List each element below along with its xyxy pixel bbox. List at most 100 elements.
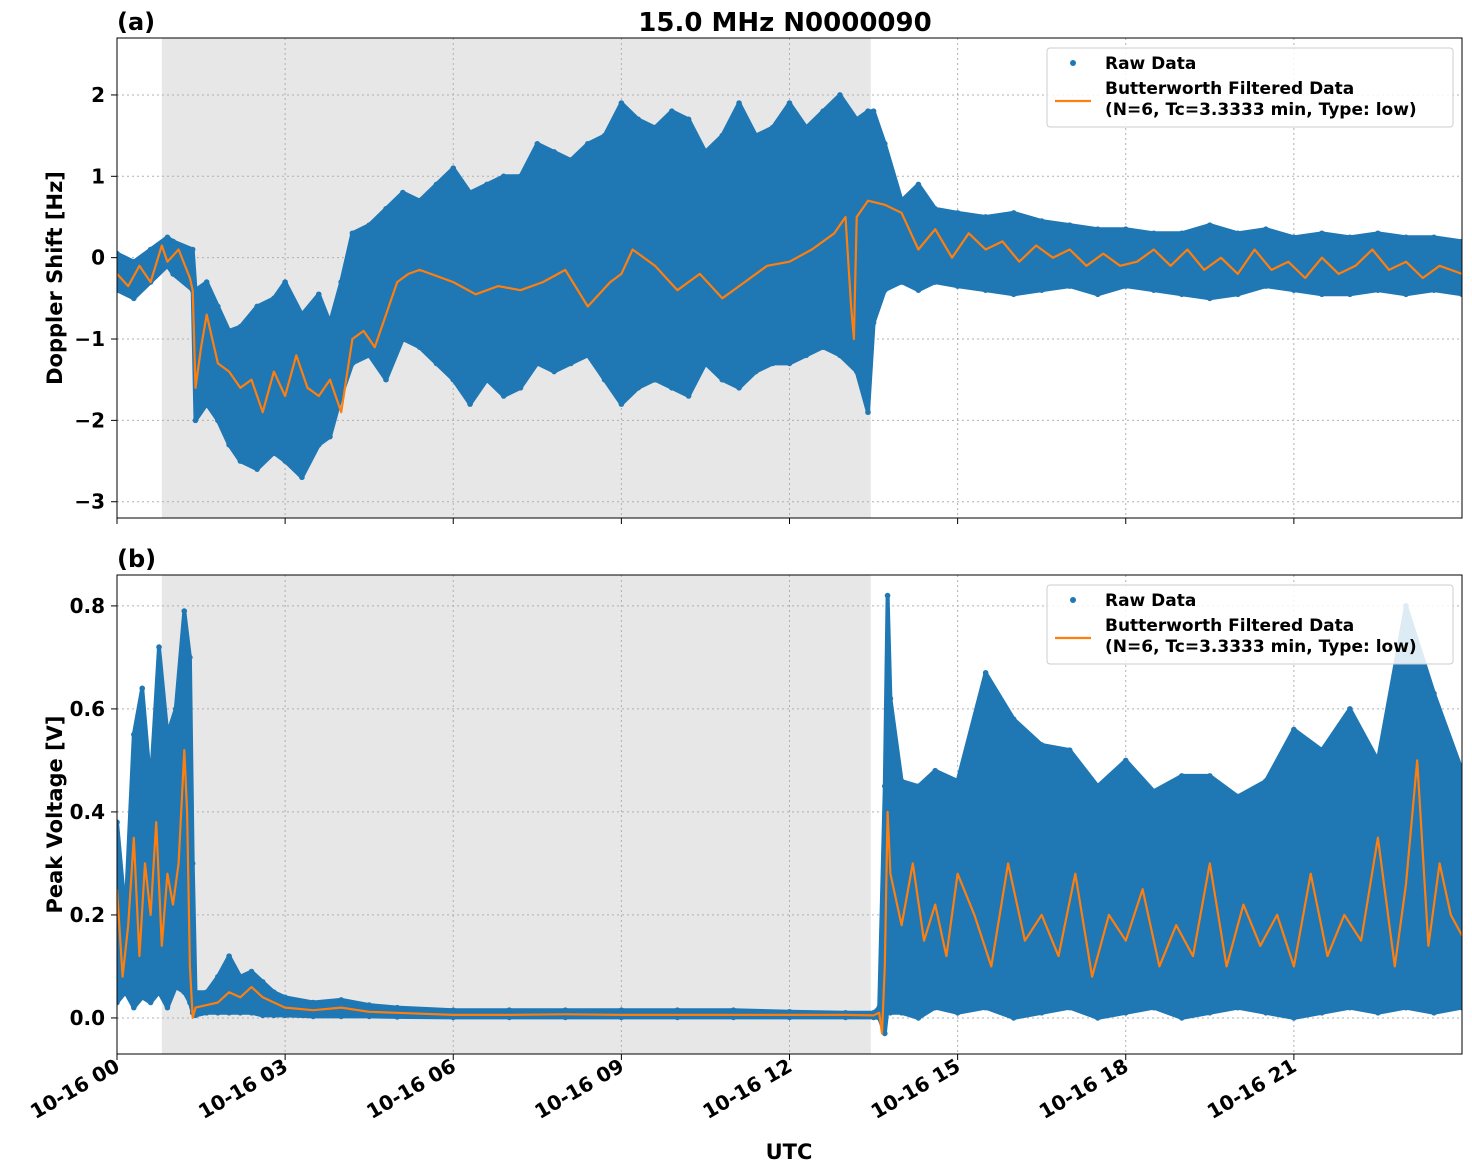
raw-data-point bbox=[887, 1009, 894, 1016]
raw-data-point bbox=[1066, 283, 1073, 289]
raw-data-point bbox=[954, 1009, 961, 1016]
raw-data-point bbox=[394, 1014, 401, 1020]
raw-data-point bbox=[652, 124, 658, 131]
legend-raw-label: Raw Data bbox=[1105, 54, 1196, 74]
raw-data-point bbox=[1010, 210, 1017, 216]
x-tick-label: 10-16 12 bbox=[698, 1054, 796, 1124]
raw-data-point bbox=[215, 973, 221, 980]
raw-data-point bbox=[147, 246, 154, 253]
raw-data-point bbox=[254, 466, 260, 472]
raw-data-point bbox=[122, 989, 129, 995]
raw-data-point bbox=[1291, 234, 1297, 241]
raw-data-point bbox=[282, 994, 288, 1001]
raw-data-point bbox=[1150, 230, 1157, 237]
raw-data-point bbox=[1459, 1004, 1462, 1011]
raw-data-point bbox=[1459, 238, 1462, 245]
raw-data-point bbox=[203, 279, 210, 285]
legend-raw-marker bbox=[1070, 597, 1076, 603]
raw-data-point bbox=[803, 352, 810, 359]
raw-data-point bbox=[898, 778, 905, 784]
raw-data-point bbox=[170, 238, 176, 245]
raw-data-point bbox=[282, 458, 288, 464]
raw-data-point bbox=[820, 108, 826, 115]
raw-data-point bbox=[1207, 1009, 1213, 1016]
raw-data-point bbox=[915, 287, 922, 294]
raw-data-point bbox=[898, 1009, 905, 1016]
raw-data-point bbox=[1094, 1015, 1101, 1021]
raw-data-point bbox=[1375, 757, 1381, 764]
raw-data-point bbox=[635, 385, 641, 391]
raw-data-point bbox=[1038, 742, 1045, 748]
x-tick-label: 10-16 09 bbox=[530, 1054, 628, 1124]
raw-data-point bbox=[915, 1015, 922, 1021]
raw-data-point bbox=[719, 132, 726, 139]
raw-data-point bbox=[131, 1004, 137, 1011]
raw-data-point bbox=[674, 1014, 681, 1021]
raw-data-point bbox=[147, 999, 154, 1006]
raw-data-point bbox=[1263, 283, 1269, 289]
raw-data-point bbox=[433, 181, 440, 188]
raw-data-point bbox=[954, 210, 961, 216]
raw-data-point bbox=[181, 989, 188, 995]
raw-data-point bbox=[551, 368, 557, 375]
raw-data-point bbox=[1235, 230, 1241, 237]
raw-data-point bbox=[1263, 1009, 1269, 1016]
raw-data-point bbox=[865, 409, 871, 416]
raw-data-point bbox=[1319, 747, 1325, 753]
raw-data-point bbox=[181, 608, 188, 614]
y-tick-label: 2 bbox=[91, 83, 105, 107]
raw-data-point bbox=[327, 433, 333, 440]
raw-data-point bbox=[1235, 291, 1241, 298]
raw-data-point bbox=[786, 360, 793, 367]
raw-data-point bbox=[315, 291, 322, 298]
raw-data-point bbox=[853, 116, 860, 123]
raw-data-point bbox=[1375, 1009, 1381, 1016]
raw-data-point bbox=[203, 1009, 210, 1016]
raw-data-point bbox=[416, 197, 423, 204]
raw-data-point bbox=[366, 1013, 372, 1020]
raw-data-point bbox=[1122, 283, 1129, 289]
raw-data-point bbox=[551, 149, 557, 155]
legend-raw-label: Raw Data bbox=[1105, 591, 1196, 611]
raw-data-point bbox=[192, 417, 199, 424]
y-tick-label: −2 bbox=[74, 408, 105, 432]
raw-data-point bbox=[876, 1004, 882, 1011]
raw-data-point bbox=[618, 1007, 625, 1014]
raw-data-band bbox=[117, 593, 1462, 1036]
raw-data-point bbox=[400, 189, 406, 196]
y-tick-label: −1 bbox=[74, 327, 105, 351]
raw-data-point bbox=[338, 1013, 344, 1020]
raw-data-point bbox=[1431, 287, 1437, 294]
raw-data-point bbox=[215, 417, 221, 424]
raw-data-point bbox=[122, 912, 129, 918]
x-tick-label: 10-16 06 bbox=[362, 1054, 460, 1124]
raw-data-point bbox=[164, 262, 171, 269]
raw-data-point bbox=[517, 385, 524, 391]
night-shading bbox=[161, 575, 871, 1054]
y-tick-label: 0.0 bbox=[70, 1006, 105, 1030]
raw-data-point bbox=[173, 984, 179, 990]
raw-data-point bbox=[327, 319, 333, 326]
legend-filtered-label: Butterworth Filtered Data bbox=[1105, 616, 1354, 636]
raw-data-point bbox=[618, 401, 625, 407]
raw-data-point bbox=[562, 1007, 569, 1014]
raw-data-point bbox=[898, 279, 905, 285]
raw-data-point bbox=[1403, 234, 1409, 241]
raw-data-point bbox=[215, 1009, 221, 1016]
chart-title: 15.0 MHz N0000090 bbox=[638, 8, 931, 38]
raw-data-point bbox=[400, 336, 406, 342]
raw-data-point bbox=[338, 997, 344, 1003]
raw-data-point bbox=[173, 706, 179, 712]
raw-data-point bbox=[601, 132, 608, 139]
raw-data-point bbox=[1010, 716, 1017, 723]
raw-data-point bbox=[500, 393, 507, 399]
raw-data-point bbox=[1094, 226, 1101, 232]
raw-data-point bbox=[719, 376, 726, 383]
raw-data-point bbox=[117, 250, 120, 257]
raw-data-point bbox=[1122, 1009, 1129, 1016]
y-tick-label: 0.4 bbox=[70, 800, 105, 824]
raw-data-point bbox=[1038, 287, 1045, 294]
raw-data-point bbox=[1375, 230, 1381, 237]
raw-data-point bbox=[1066, 747, 1073, 753]
raw-data-point bbox=[881, 783, 888, 789]
